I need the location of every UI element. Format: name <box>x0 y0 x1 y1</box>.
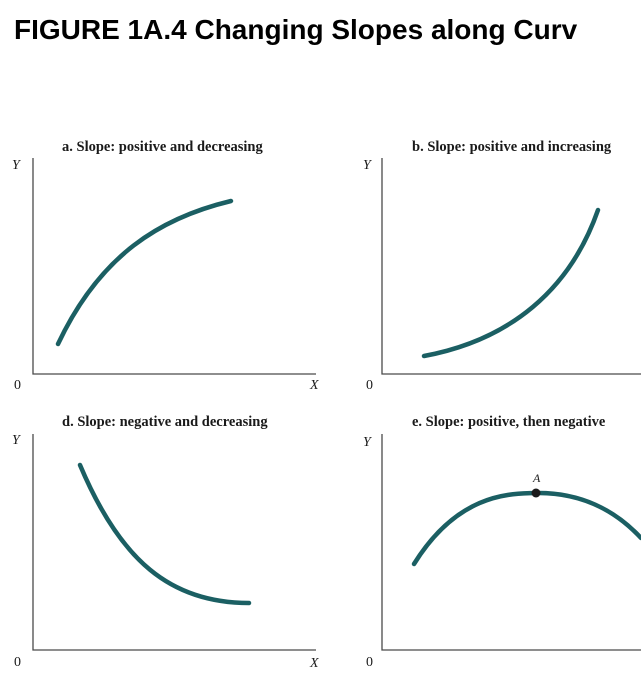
panel-d-curve <box>77 462 252 606</box>
panel-a-axes <box>32 158 316 375</box>
panel-e-title: e. Slope: positive, then negative <box>412 414 606 430</box>
panel-e-axes <box>381 434 641 651</box>
panel-b-axes <box>381 158 641 375</box>
panel-d-origin: 0 <box>14 655 21 670</box>
point-a-label: A <box>533 471 541 485</box>
panel-b-y-label: Y <box>363 158 371 173</box>
panel-e-y-label: Y <box>363 435 371 450</box>
panel-e-origin: 0 <box>366 655 373 670</box>
panel-a-title: a. Slope: positive and decreasing <box>62 139 263 155</box>
figure-title: FIGURE 1A.4 Changing Slopes along Curv <box>14 14 578 45</box>
panel-e-curve <box>411 490 641 567</box>
panel-a-x-label: X <box>310 378 319 393</box>
panel-a-y-label: Y <box>12 158 20 173</box>
panel-d-y-label: Y <box>12 433 20 448</box>
panel-d-axes <box>32 434 316 651</box>
panel-a-curve <box>55 198 234 347</box>
panel-b-title: b. Slope: positive and increasing <box>412 139 612 155</box>
panel-b-curve <box>421 207 601 359</box>
panel-d-x-label: X <box>310 656 319 671</box>
panel-a-origin: 0 <box>14 378 21 393</box>
panel-d-title: d. Slope: negative and decreasing <box>62 414 268 430</box>
point-a-marker <box>531 488 541 498</box>
panel-b-origin: 0 <box>366 378 373 393</box>
